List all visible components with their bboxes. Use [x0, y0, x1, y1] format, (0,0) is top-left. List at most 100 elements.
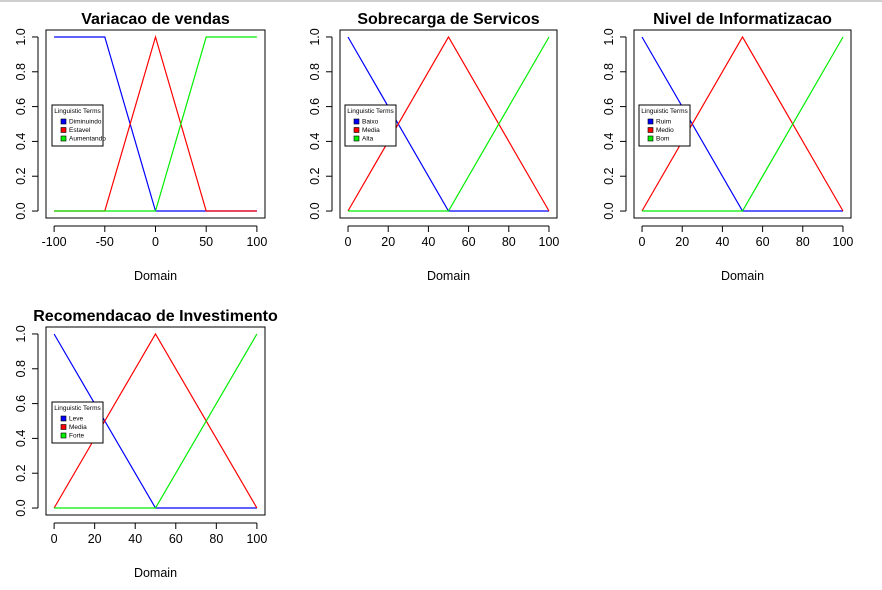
y-tick-label: 0.8	[308, 63, 322, 80]
legend-swatch	[353, 127, 360, 133]
legend-swatch	[60, 135, 67, 142]
y-tick-label: 0.8	[602, 63, 616, 80]
legend-title: Linguistic Terms	[347, 108, 394, 115]
x-tick-label: 100	[246, 235, 267, 249]
x-tick-label: 100	[246, 532, 267, 546]
y-tick-label: 1.0	[308, 28, 322, 45]
chart-title: Sobrecarga de Servicos	[357, 11, 539, 28]
legend-label: Estavel	[69, 127, 91, 134]
legend-label: Aumentando	[69, 136, 106, 143]
legend-label: Bom	[656, 136, 669, 143]
legend-swatch	[60, 424, 67, 430]
legend-label: Media	[362, 127, 380, 134]
plot-frame	[339, 29, 558, 219]
series-line-media	[53, 332, 258, 509]
y-tick-label: 0.6	[602, 98, 616, 115]
series-line-forte	[54, 333, 258, 509]
series-line-medio	[641, 35, 844, 212]
chart-panel-3: Nivel de Informatizacao 0 20 40 60 80 100 Domai…	[602, 11, 853, 283]
legend-title: Linguistic Terms	[54, 405, 101, 412]
x-tick-label: 80	[796, 235, 810, 249]
legend-swatch	[60, 415, 67, 422]
legend-label: Medio	[656, 127, 674, 134]
chart-title: Recomendacao de Investimento	[33, 308, 278, 325]
y-tick-label: 0.6	[14, 98, 28, 115]
x-tick-label: 80	[502, 235, 516, 249]
x-tick-label: 20	[675, 235, 689, 249]
chart-title: Variacao de vendas	[81, 11, 230, 28]
x-tick-label: 80	[209, 532, 223, 546]
legend-swatch	[60, 118, 67, 125]
series-line-bom	[642, 36, 844, 212]
legend-swatch	[353, 135, 360, 142]
legend-swatch	[353, 118, 360, 125]
plot-frame	[45, 29, 266, 219]
legend-box	[51, 401, 104, 444]
legend-label: Ruim	[656, 119, 671, 126]
chart-title: Nivel de Informatizacao	[653, 11, 832, 28]
legend-title: Linguistic Terms	[641, 108, 688, 115]
window-top-border	[0, 0, 882, 2]
chart-panel-1: Variacao de vendas -100 -50 0 50 100 Domain 0.0…	[14, 11, 267, 283]
y-tick-label: 0.8	[14, 63, 28, 80]
legend-swatch	[647, 135, 654, 142]
x-tick-label: 0	[345, 235, 352, 249]
y-tick-label: 0.6	[14, 395, 28, 412]
y-tick-label: 0.4	[602, 133, 616, 150]
legend-label: Diminuindo	[69, 119, 102, 126]
x-tick-label: 40	[715, 235, 729, 249]
x-tick-label: 50	[199, 235, 213, 249]
legend-title: Linguistic Terms	[54, 108, 101, 115]
y-tick-label: 0.4	[14, 430, 28, 447]
y-tick-label: 0.0	[14, 202, 28, 219]
x-tick-label: 20	[381, 235, 395, 249]
x-tick-label: 100	[539, 235, 560, 249]
x-tick-label: 60	[756, 235, 770, 249]
y-tick-label: 1.0	[14, 28, 28, 45]
y-tick-label: 0.4	[14, 133, 28, 150]
y-tick-label: 0.2	[308, 167, 322, 184]
legend-label: Alta	[362, 136, 374, 143]
y-tick-label: 0.2	[14, 167, 28, 184]
y-tick-label: 0.0	[308, 202, 322, 219]
x-tick-label: 60	[169, 532, 183, 546]
y-tick-label: 0.8	[14, 360, 28, 377]
legend-label: Media	[69, 424, 87, 431]
x-axis-label: Domain	[134, 566, 177, 580]
y-tick-label: 0.2	[14, 464, 28, 481]
x-tick-label: 20	[88, 532, 102, 546]
legend-label: Baixo	[362, 119, 379, 126]
y-tick-label: 1.0	[602, 28, 616, 45]
y-tick-label: 1.0	[14, 325, 28, 342]
y-tick-label: 0.0	[602, 202, 616, 219]
y-tick-label: 0.4	[308, 133, 322, 150]
x-axis-label: Domain	[427, 269, 470, 283]
y-tick-label: 0.2	[602, 167, 616, 184]
legend-box	[51, 104, 104, 147]
plot-frame	[633, 29, 852, 219]
chart-panel-2: Sobrecarga de Servicos 0 20 40 60 80 100 Domain…	[308, 11, 559, 283]
x-tick-label: 0	[639, 235, 646, 249]
y-tick-label: 0.0	[14, 499, 28, 516]
legend-swatch	[647, 118, 654, 125]
chart-panel-4: Recomendacao de Investimento 0 20 40 60 80 100…	[14, 308, 278, 580]
legend-label: Forte	[69, 433, 85, 440]
y-tick-label: 0.6	[308, 98, 322, 115]
legend-box	[638, 104, 691, 147]
x-tick-label: 40	[421, 235, 435, 249]
series-line-aumentando	[54, 36, 257, 212]
x-tick-label: 0	[152, 235, 159, 249]
legend-box	[344, 104, 397, 147]
x-tick-label: 0	[51, 532, 58, 546]
legend-label: Leve	[69, 416, 83, 423]
x-tick-label: -100	[42, 235, 67, 249]
legend-swatch	[647, 127, 654, 133]
legend-swatch	[60, 432, 67, 439]
series-line-alta	[348, 36, 550, 212]
x-tick-label: 40	[128, 532, 142, 546]
